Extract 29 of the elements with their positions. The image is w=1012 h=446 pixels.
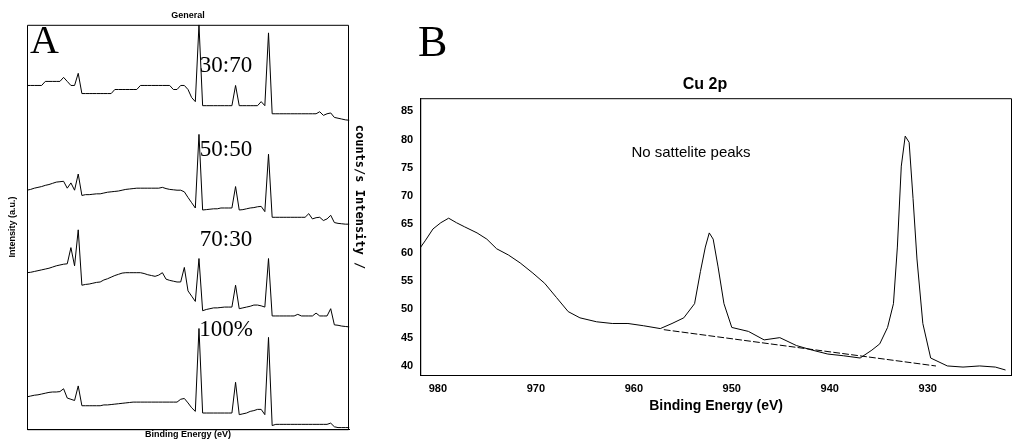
chart-title: General <box>171 9 205 20</box>
y-tick-label: 45 <box>400 330 414 343</box>
annotation: 100% <box>199 316 253 342</box>
annotation: No sattelite peaks <box>631 143 751 161</box>
y-tick-label: 50 <box>400 302 414 315</box>
y-tick-label: 70 <box>400 189 414 202</box>
x-tick-label: 980 <box>428 381 448 394</box>
chart-title: Cu 2p <box>682 75 728 93</box>
annotation: 50:50 <box>199 136 253 162</box>
y-axis-title: Intensity (a.u.) <box>7 196 18 258</box>
y2-axis-title: counts/s Intensity / <box>352 124 367 270</box>
y-tick-label: 85 <box>400 104 414 117</box>
y-tick-label: 40 <box>400 358 414 371</box>
x-tick-label: 940 <box>820 381 839 394</box>
y-tick-label: 65 <box>400 217 414 230</box>
y-tick-label: 60 <box>400 245 414 258</box>
y-tick-label: 55 <box>400 274 414 287</box>
y-tick-label: 75 <box>400 160 414 173</box>
x-tick-label: 970 <box>526 381 546 394</box>
x-tick-label: 960 <box>624 381 643 394</box>
x-axis-title: Binding Energy (eV) <box>144 429 232 440</box>
text: B <box>418 16 448 66</box>
x-axis-title: Binding Energy (eV) <box>649 397 784 414</box>
x-tick-label: 950 <box>722 381 741 394</box>
annotation: 30:70 <box>199 52 253 78</box>
annotation: 70:30 <box>199 226 253 252</box>
y-tick-label: 80 <box>400 132 414 145</box>
x-tick-label: 930 <box>918 381 937 394</box>
annotation: A <box>30 16 59 62</box>
